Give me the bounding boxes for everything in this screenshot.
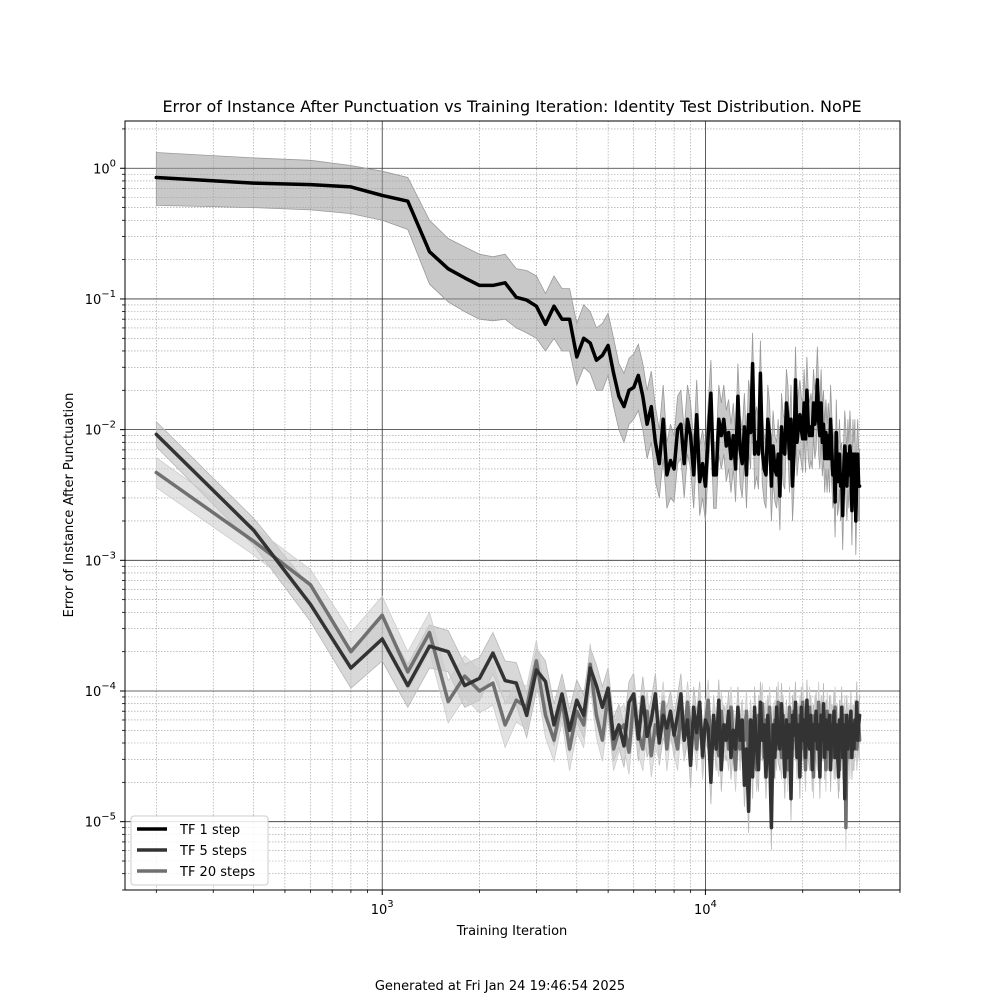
- x-tick-labels: 103 104: [371, 899, 717, 918]
- y-tick-label: 10−3: [85, 550, 116, 569]
- y-tick-label-exponent: 0: [110, 158, 116, 169]
- confidence-band: [155, 456, 860, 850]
- x-tick-label-exponent: 3: [387, 899, 393, 910]
- y-tick-label: 10−2: [85, 420, 116, 439]
- axis-ticks: [120, 128, 901, 895]
- plot-frame: [124, 120, 901, 891]
- y-tick-label-base: 10: [93, 162, 110, 177]
- y-tick-label-base: 10: [85, 816, 102, 831]
- y-tick-label-exponent: −3: [101, 550, 116, 561]
- y-tick-label: 10−5: [85, 812, 116, 831]
- y-tick-label-base: 10: [85, 424, 102, 439]
- x-tick-label: 103: [371, 899, 394, 918]
- legend: TF 1 step TF 5 steps TF 20 steps: [130, 815, 269, 886]
- y-tick-label-exponent: −1: [101, 289, 116, 300]
- x-tick-label-base: 10: [694, 903, 711, 918]
- y-tick-label-base: 10: [85, 554, 102, 569]
- y-tick-label-exponent: −4: [101, 681, 116, 692]
- legend-label: TF 20 steps: [179, 865, 255, 880]
- legend-label: TF 1 step: [179, 823, 240, 838]
- series-line: [154, 175, 862, 523]
- y-tick-label: 100: [93, 158, 116, 177]
- y-tick-label-exponent: −2: [101, 420, 116, 431]
- y-tick-label-base: 10: [85, 685, 102, 700]
- footer-timestamp: Generated at Fri Jan 24 19:46:54 2025: [375, 979, 625, 994]
- y-tick-label-base: 10: [85, 293, 102, 308]
- plot-area: [124, 120, 901, 891]
- y-tick-label: 10−4: [85, 681, 116, 700]
- chart-title: Error of Instance After Punctuation vs T…: [162, 97, 861, 116]
- legend-label: TF 5 steps: [179, 844, 247, 859]
- y-axis-label: Error of Instance After Punctuation: [62, 393, 77, 618]
- y-tick-label-exponent: −5: [101, 812, 116, 823]
- x-tick-label-base: 10: [371, 903, 388, 918]
- x-tick-label-exponent: 4: [711, 899, 717, 910]
- x-tick-label: 104: [694, 899, 717, 918]
- series-lines: [154, 175, 862, 830]
- series-line: [154, 432, 862, 830]
- x-axis-label: Training Iteration: [456, 924, 568, 939]
- legend-box: [130, 815, 269, 886]
- y-tick-label: 10−1: [85, 289, 116, 308]
